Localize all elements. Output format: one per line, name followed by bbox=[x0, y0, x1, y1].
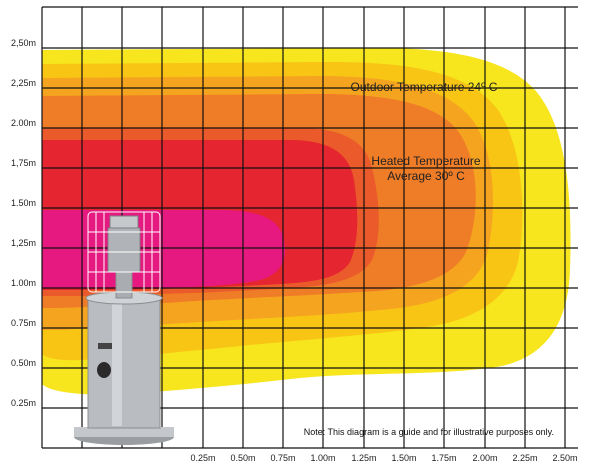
heater-base-plate bbox=[74, 427, 174, 437]
x-axis-labels: 0.25m 0.50m 0.75m 1.00m 1.25m 1.50m 1.75m 2.00m… bbox=[190, 453, 577, 463]
y-axis-label: 0.50m bbox=[11, 358, 36, 368]
heater-emitter bbox=[107, 227, 141, 273]
heated-temperature-label-line2: Average 30º C bbox=[387, 169, 465, 183]
heater-control-knob bbox=[97, 362, 111, 378]
x-axis-label: 0.50m bbox=[230, 453, 255, 463]
disclaimer-note: Note: This diagram is a guide and for il… bbox=[304, 427, 554, 437]
zone-magenta bbox=[42, 210, 286, 288]
y-axis-labels: 2,50m 2,25m 2.00m 1,75m 1.50m 1,25m 1.00m 0.75m… bbox=[11, 38, 36, 408]
y-axis-label: 0.25m bbox=[11, 398, 36, 408]
heater-body-highlight bbox=[112, 298, 122, 426]
x-axis-label: 2.00m bbox=[472, 453, 497, 463]
y-axis-label: 1.00m bbox=[11, 278, 36, 288]
patio-heater-illustration bbox=[74, 211, 174, 445]
y-axis-label: 1,25m bbox=[11, 238, 36, 248]
x-axis-label: 1.00m bbox=[310, 453, 335, 463]
x-axis-label: 2.25m bbox=[512, 453, 537, 463]
x-axis-label: 1.50m bbox=[391, 453, 416, 463]
y-axis-label: 2,25m bbox=[11, 78, 36, 88]
heater-body bbox=[87, 295, 161, 429]
outdoor-temperature-label: Outdoor Temperature 24º C bbox=[351, 80, 498, 94]
x-axis-label: 0.25m bbox=[190, 453, 215, 463]
x-axis-label: 0.75m bbox=[270, 453, 295, 463]
y-axis-label: 2.00m bbox=[11, 118, 36, 128]
x-axis-label: 1.75m bbox=[431, 453, 456, 463]
heater-top-cap bbox=[109, 215, 139, 229]
heated-temperature-label-line1: Heated Temperature bbox=[371, 154, 481, 168]
x-axis-label: 1.25m bbox=[351, 453, 376, 463]
y-axis-label: 1.50m bbox=[11, 198, 36, 208]
heater-badge bbox=[98, 343, 112, 349]
x-axis-label: 2.50m bbox=[552, 453, 577, 463]
y-axis-label: 0.75m bbox=[11, 318, 36, 328]
y-axis-label: 2,50m bbox=[11, 38, 36, 48]
grid bbox=[41, 6, 578, 449]
y-axis-label: 1,75m bbox=[11, 158, 36, 168]
heater-guard-cage bbox=[87, 211, 161, 293]
